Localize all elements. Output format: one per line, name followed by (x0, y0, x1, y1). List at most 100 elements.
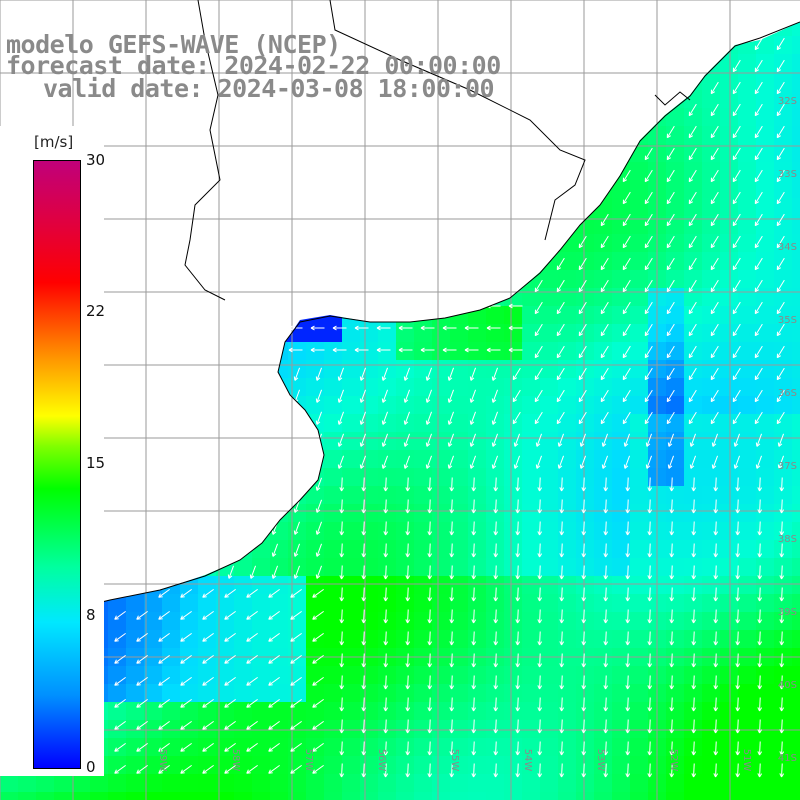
wind-cell (756, 126, 775, 145)
wind-cell (738, 612, 757, 631)
wind-cell (324, 594, 343, 613)
wind-arrow (689, 433, 697, 447)
wind-cell (252, 702, 271, 721)
wind-cell (756, 450, 775, 469)
wind-cell (450, 576, 469, 595)
wind-cell (756, 144, 775, 163)
wind-arrow (383, 763, 389, 778)
wind-cell (342, 612, 361, 631)
wind-cell (324, 792, 343, 800)
wind-arrow (688, 279, 697, 293)
wind-cell (288, 738, 307, 757)
wind-arrow (579, 433, 587, 447)
wind-arrow (202, 632, 214, 642)
wind-cell (468, 666, 487, 685)
wind-arrow (666, 169, 675, 183)
wind-cell (144, 666, 163, 685)
wind-arrow (361, 587, 367, 602)
wind-cell (234, 630, 253, 649)
wind-cell (432, 360, 451, 379)
wind-cell (468, 486, 487, 505)
wind-arrow (603, 631, 609, 646)
wind-arrow (556, 279, 565, 293)
wind-cell (306, 522, 325, 541)
wind-arrow (647, 521, 653, 536)
wind-arrow (315, 367, 323, 381)
wind-arrow (732, 389, 741, 403)
wind-arrow (625, 631, 631, 646)
wind-cell (792, 432, 800, 451)
wind-arrow (224, 676, 236, 686)
wind-cell (378, 612, 397, 631)
wind-cell (558, 774, 577, 793)
wind-cell (738, 72, 757, 91)
wind-arrow (405, 631, 411, 646)
wind-cell (630, 252, 649, 271)
wind-arrow (713, 653, 719, 668)
wind-cell (216, 666, 235, 685)
wind-cell (774, 180, 793, 199)
wind-arrow (710, 279, 719, 293)
wind-cell (450, 756, 469, 775)
wind-arrow (471, 741, 477, 756)
lon-label: 55W (449, 749, 460, 772)
wind-cell (432, 468, 451, 487)
wind-arrow (581, 763, 587, 778)
wind-arrow (711, 433, 719, 447)
wind-cell (702, 612, 721, 631)
wind-cell (450, 738, 469, 757)
wind-cell (324, 414, 343, 433)
wind-cell (540, 612, 559, 631)
wind-cell (198, 576, 217, 595)
wind-cell (216, 738, 235, 757)
wind-cell (306, 792, 325, 800)
wind-cell (378, 702, 397, 721)
wind-cell (522, 702, 541, 721)
wind-arrow (381, 455, 389, 469)
wind-arrow (158, 632, 170, 642)
wind-arrow (647, 653, 653, 668)
wind-cell (306, 738, 325, 757)
wind-cell (414, 378, 433, 397)
wind-arrow (667, 433, 675, 447)
wind-arrow (290, 764, 302, 774)
wind-arrow (669, 719, 675, 734)
wind-arrow (158, 720, 170, 730)
wind-cell (792, 144, 800, 163)
wind-cell (306, 774, 325, 793)
wind-cell (18, 792, 37, 800)
wind-cell (792, 630, 800, 649)
wind-arrow (732, 147, 741, 161)
wind-cell (306, 378, 325, 397)
wind-arrow (447, 455, 455, 469)
wind-cell (702, 90, 721, 109)
wind-cell (684, 162, 703, 181)
wind-cell (414, 720, 433, 739)
wind-cell (450, 468, 469, 487)
wind-cell (324, 540, 343, 559)
wind-cell (720, 162, 739, 181)
wind-cell (486, 630, 505, 649)
wind-cell (720, 504, 739, 523)
wind-cell (738, 468, 757, 487)
wind-cell (432, 774, 451, 793)
wind-cell (702, 792, 721, 800)
wind-cell (432, 720, 451, 739)
land-region (0, 0, 800, 620)
wind-cell (612, 324, 631, 343)
wind-cell (666, 252, 685, 271)
wind-cell (144, 774, 163, 793)
wind-cell (432, 324, 451, 343)
wind-cell (630, 738, 649, 757)
wind-cell (792, 468, 800, 487)
wind-arrow (754, 345, 763, 359)
wind-cell (594, 540, 613, 559)
wind-cell (720, 198, 739, 217)
wind-cell (432, 486, 451, 505)
wind-arrow (361, 631, 367, 646)
wind-cell (738, 396, 757, 415)
wind-arrow (136, 632, 148, 642)
wind-cell (612, 288, 631, 307)
wind-cell (522, 594, 541, 613)
wind-cell (612, 666, 631, 685)
